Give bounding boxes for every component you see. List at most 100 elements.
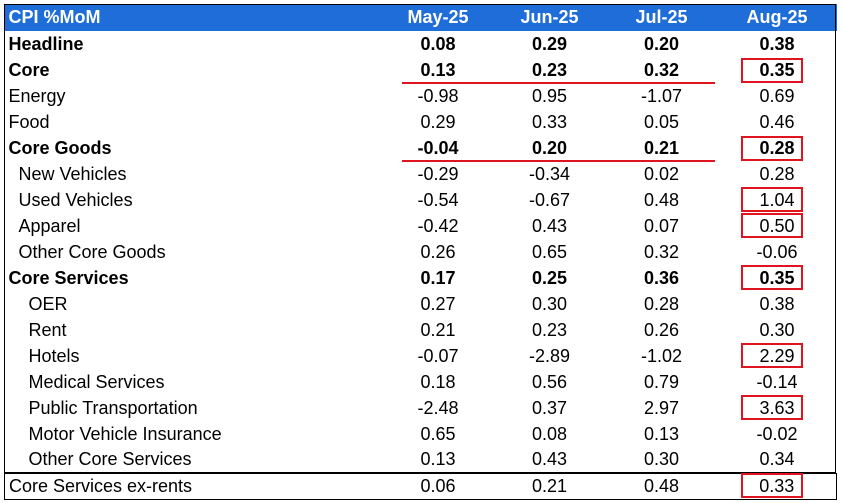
- cell-aug-25: 0.38: [759, 33, 795, 54]
- cell-jul-25: 0.48: [605, 472, 718, 500]
- cell-aug-25: 0.38: [759, 293, 795, 314]
- cell-aug-25: 0.28: [759, 137, 795, 158]
- cpi-table: CPI %MoM May-25 Jun-25 Jul-25 Aug-25 Hea…: [4, 4, 837, 500]
- cell-jun-25: 0.37: [531, 397, 568, 418]
- cell-may-25: 0.06: [382, 472, 494, 500]
- cell-jul-25: 0.02: [643, 163, 680, 184]
- row-energy: Energy -0.98 0.95 -1.07 0.69: [5, 83, 837, 109]
- row-label: Hotels: [28, 345, 80, 366]
- row-oer: OER 0.27 0.30 0.28 0.38: [5, 291, 837, 317]
- cell-jul-25: 0.05: [643, 111, 680, 132]
- row-rent: Rent 0.21 0.23 0.26 0.30: [5, 317, 837, 343]
- cell-aug-25: -0.06: [756, 241, 798, 262]
- cell-jun-25: 0.08: [531, 423, 568, 444]
- row-other-core-goods: Other Core Goods 0.26 0.65 0.32 -0.06: [5, 239, 837, 265]
- row-label: Core Services: [8, 267, 129, 288]
- cpi-table-container: CPI %MoM May-25 Jun-25 Jul-25 Aug-25 Hea…: [4, 4, 837, 500]
- cell-aug-25: 0.35: [759, 59, 795, 80]
- row-medical-services: Medical Services 0.18 0.56 0.79 -0.14: [5, 369, 837, 395]
- row-hotels: Hotels -0.07 -2.89 -1.02 2.29: [5, 343, 837, 369]
- cell-jul-25: 0.30: [643, 449, 680, 470]
- row-label: OER: [28, 293, 68, 314]
- cell-may-25: 0.13: [420, 59, 456, 80]
- cell-jul-25: 0.48: [643, 189, 680, 210]
- cell-jun-25: 0.30: [531, 293, 568, 314]
- col-header-jun-25: Jun-25: [493, 4, 606, 31]
- cell-may-25: -0.29: [417, 163, 459, 184]
- cell-may-25: -0.42: [417, 215, 459, 236]
- cell-jul-25: 0.20: [643, 33, 680, 54]
- cell-aug-25: 0.28: [759, 163, 795, 184]
- row-label: Headline: [8, 33, 84, 54]
- row-new-vehicles: New Vehicles -0.29 -0.34 0.02 0.28: [5, 161, 837, 187]
- cell-aug-25: 1.04: [759, 189, 795, 210]
- cell-aug-25: -0.14: [756, 371, 798, 392]
- row-core: Core 0.13 0.23 0.32 0.35: [5, 57, 837, 83]
- cell-jun-25: 0.20: [531, 137, 568, 158]
- cell-may-25: -0.98: [417, 85, 459, 106]
- cell-aug-25: -0.02: [756, 423, 798, 444]
- col-header-jul-25: Jul-25: [605, 4, 718, 31]
- row-label: Used Vehicles: [18, 189, 133, 210]
- cell-may-25: 0.65: [420, 423, 456, 444]
- cell-may-25: 0.27: [420, 293, 456, 314]
- cell-aug-25: 0.35: [759, 267, 795, 288]
- row-used-vehicles: Used Vehicles -0.54 -0.67 0.48 1.04: [5, 187, 837, 213]
- cell-jun-25: 0.23: [531, 319, 568, 340]
- cell-jul-25: 0.79: [643, 371, 680, 392]
- row-label: Core: [8, 59, 50, 80]
- row-label: Rent: [28, 319, 67, 340]
- cell-jul-25: 2.97: [643, 397, 680, 418]
- cell-jun-25: 0.21: [493, 472, 606, 500]
- cell-aug-25: 0.33: [717, 472, 837, 500]
- cell-may-25: -0.04: [417, 137, 459, 158]
- header-row: CPI %MoM May-25 Jun-25 Jul-25 Aug-25: [4, 4, 837, 31]
- col-header-may-25: May-25: [382, 4, 494, 31]
- cell-jul-25: 0.07: [643, 215, 680, 236]
- cell-jul-25: 0.36: [643, 267, 680, 288]
- cell-aug-25: 0.30: [759, 319, 795, 340]
- cell-jul-25: 0.13: [643, 423, 680, 444]
- row-label: Core Goods: [8, 137, 112, 158]
- row-label: Other Core Goods: [18, 241, 166, 262]
- cell-jun-25: 0.43: [531, 215, 568, 236]
- row-label: Energy: [8, 85, 66, 106]
- cell-may-25: -2.48: [417, 397, 459, 418]
- cell-jul-25: 0.32: [643, 59, 680, 80]
- row-label: Motor Vehicle Insurance: [28, 423, 222, 444]
- row-motor-vehicle-insurance: Motor Vehicle Insurance 0.65 0.08 0.13 -…: [5, 421, 837, 447]
- cell-aug-25: 0.50: [759, 215, 795, 236]
- row-label: Other Core Services: [28, 449, 192, 470]
- cell-jul-25: 0.21: [643, 137, 680, 158]
- cell-may-25: 0.13: [420, 449, 456, 470]
- header-label: CPI %MoM: [4, 4, 383, 31]
- cell-aug-25: 0.69: [759, 85, 795, 106]
- cell-may-25: 0.29: [420, 111, 456, 132]
- col-header-aug-25: Aug-25: [717, 4, 837, 31]
- cell-may-25: -0.07: [417, 345, 459, 366]
- cell-may-25: 0.18: [420, 371, 456, 392]
- row-headline: Headline 0.08 0.29 0.20 0.38: [5, 31, 837, 57]
- cell-jun-25: 0.43: [531, 449, 568, 470]
- cell-jul-25: -1.07: [640, 85, 683, 106]
- cell-jun-25: 0.29: [531, 33, 568, 54]
- row-apparel: Apparel -0.42 0.43 0.07 0.50: [5, 213, 837, 239]
- cell-jun-25: 0.56: [531, 371, 568, 392]
- cell-may-25: 0.17: [420, 267, 456, 288]
- cell-jul-25: 0.26: [643, 319, 680, 340]
- cell-jul-25: 0.28: [643, 293, 680, 314]
- cell-jun-25: -0.34: [528, 163, 571, 184]
- row-food: Food 0.29 0.33 0.05 0.46: [5, 109, 837, 135]
- row-core-services: Core Services 0.17 0.25 0.36 0.35: [5, 265, 837, 291]
- cell-jun-25: 0.65: [531, 241, 568, 262]
- cell-jun-25: 0.33: [531, 111, 568, 132]
- cell-aug-25: 3.63: [759, 397, 795, 418]
- row-label: Public Transportation: [28, 397, 198, 418]
- row-label: Medical Services: [28, 371, 165, 392]
- cell-jun-25: 0.23: [531, 59, 568, 80]
- cell-aug-25: 0.46: [759, 111, 795, 132]
- cell-jun-25: -0.67: [528, 189, 571, 210]
- row-other-core-services: Other Core Services 0.13 0.43 0.30 0.34: [5, 447, 837, 473]
- row-label: New Vehicles: [18, 163, 127, 184]
- cell-may-25: -0.54: [417, 189, 459, 210]
